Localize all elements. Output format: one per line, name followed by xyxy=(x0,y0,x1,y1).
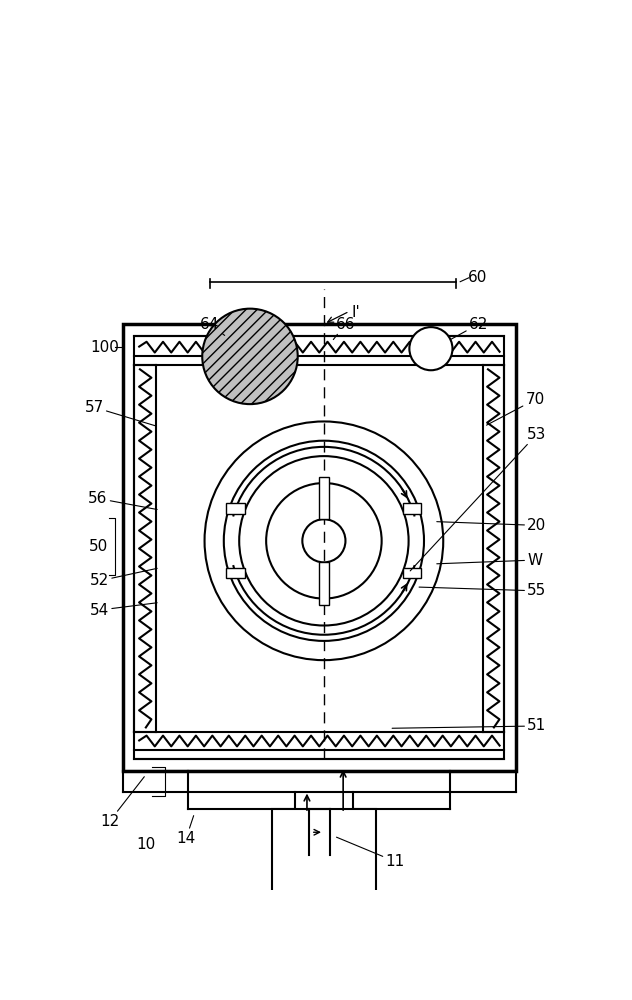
Text: 200: 200 xyxy=(0,999,1,1000)
Bar xyxy=(226,503,245,514)
Text: 50: 50 xyxy=(88,539,108,554)
Text: I': I' xyxy=(352,305,361,320)
Text: 70: 70 xyxy=(487,392,545,425)
Circle shape xyxy=(410,327,453,370)
Text: 20: 20 xyxy=(437,518,547,533)
Text: 64: 64 xyxy=(200,317,225,335)
Bar xyxy=(272,809,376,902)
Text: 57: 57 xyxy=(85,400,155,426)
Text: 100: 100 xyxy=(91,340,119,355)
Bar xyxy=(319,562,329,605)
Bar xyxy=(226,568,245,578)
Text: 55: 55 xyxy=(419,583,547,598)
Text: 11: 11 xyxy=(336,837,404,869)
Text: 60: 60 xyxy=(468,270,487,285)
Text: 54: 54 xyxy=(90,603,157,618)
Text: 66: 66 xyxy=(333,317,355,340)
Bar xyxy=(403,503,422,514)
Bar xyxy=(403,568,422,578)
Circle shape xyxy=(202,309,298,404)
Bar xyxy=(319,477,329,519)
Text: 51: 51 xyxy=(392,718,547,733)
Bar xyxy=(123,324,516,771)
Text: 53: 53 xyxy=(410,427,547,571)
Text: 56: 56 xyxy=(88,491,157,509)
Text: 52: 52 xyxy=(90,568,157,588)
Text: 14: 14 xyxy=(176,816,196,846)
Text: 62: 62 xyxy=(451,317,489,340)
Text: 12: 12 xyxy=(100,777,144,829)
Text: 10: 10 xyxy=(137,837,155,852)
Text: W: W xyxy=(437,553,542,568)
Bar xyxy=(135,336,504,759)
